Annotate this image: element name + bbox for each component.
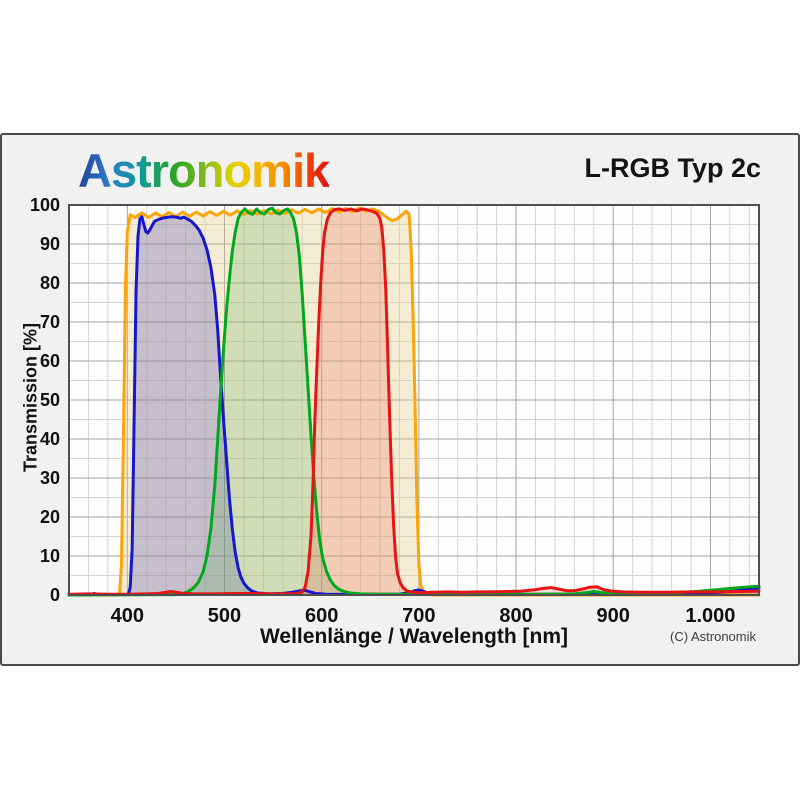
y-tick-label: 30 [40,468,60,488]
x-tick-label: 600 [305,605,338,625]
filter-set-title: L-RGB Typ 2c [584,153,761,183]
astronomik-logo: Astronomik [78,144,330,197]
y-tick-label: 10 [40,546,60,566]
y-tick-label: 0 [50,585,60,605]
x-tick-label: 1.000 [685,605,735,625]
y-tick-label: 60 [40,351,60,371]
y-tick-label: 20 [40,507,60,527]
x-tick-label: 500 [208,605,241,625]
x-axis-title: Wellenlänge / Wavelength [nm] [259,625,569,648]
x-tick-label: 900 [597,605,630,625]
chart-panel: Astronomik L-RGB Typ 2c Transmission [%]… [0,133,800,666]
y-tick-label: 80 [40,273,60,293]
y-tick-label: 90 [40,234,60,254]
y-tick-label: 50 [40,390,60,410]
transmission-chart: 400 500 600 700 800 900 1.000 0 10 20 30 40 50 60 70 80… [30,195,761,625]
x-tick-label: 400 [111,605,144,625]
copyright-note: (C) Astronomik [670,629,756,644]
x-tick-label: 800 [499,605,532,625]
y-tick-label: 100 [30,195,60,215]
y-tick-label: 40 [40,429,60,449]
y-tick-label: 70 [40,312,60,332]
x-tick-label: 700 [402,605,435,625]
